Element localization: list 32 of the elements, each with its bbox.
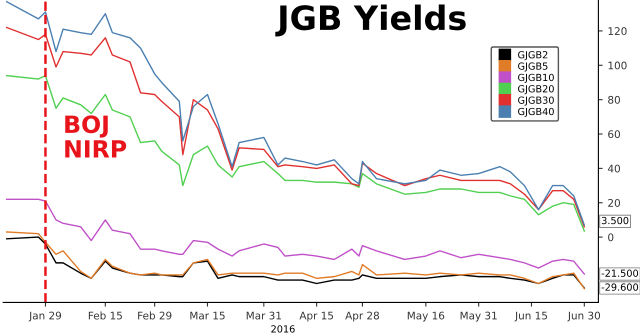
legend-label: GJGB10 <box>518 74 554 83</box>
x-tick-label: Mar 31 <box>246 312 281 320</box>
y-tick-label: 20 <box>608 198 620 207</box>
y-tick-label: 100 <box>608 62 627 70</box>
x-tick-label: Feb 29 <box>138 311 172 320</box>
x-tick-label: Feb 15 <box>88 311 122 320</box>
legend-label: GJGB30 <box>518 96 554 106</box>
legend-label: GJGB40 <box>518 108 554 117</box>
x-tick-label: May 31 <box>460 312 497 322</box>
chart-title: JGB Yields <box>275 4 466 37</box>
legend-label: GJGB2 <box>518 51 548 60</box>
y-tick-label: 0 <box>608 233 614 242</box>
line-series <box>6 74 586 232</box>
annotation: -21.500 <box>602 270 638 277</box>
x-axis-title: 2016 <box>271 325 295 333</box>
y-tick-label: 80 <box>608 96 620 104</box>
x-tick-label: Jun 15 <box>514 312 547 322</box>
legend-label: GJGB5 <box>518 62 548 72</box>
legend-label: GJGB20 <box>518 85 554 94</box>
x-tick-label: Apr 15 <box>299 312 334 322</box>
x-tick-label: May 16 <box>408 312 444 322</box>
y-tick-label: 60 <box>608 130 620 138</box>
annotation: -29.600 <box>602 283 638 291</box>
y-tick-label: 120 <box>608 27 627 36</box>
y-tick-label: 40 <box>608 164 620 172</box>
annotation: 3.500 <box>602 216 628 224</box>
ref-line-label: BOJ NIRP <box>65 115 126 158</box>
x-tick-label: Jan 29 <box>28 312 62 322</box>
x-tick-label: Apr 28 <box>345 312 380 322</box>
x-tick-label: Jun 30 <box>567 312 600 322</box>
x-tick-label: Mar 15 <box>190 312 225 320</box>
line-series <box>6 198 586 275</box>
